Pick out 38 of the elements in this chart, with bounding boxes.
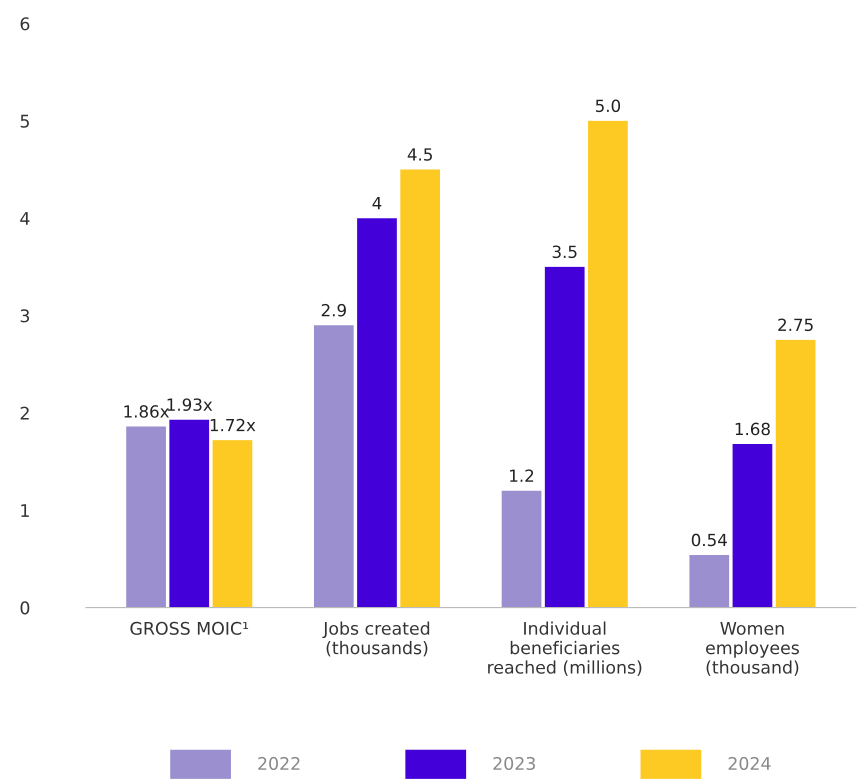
- legend-label: 2024: [728, 756, 771, 770]
- bar: [689, 555, 730, 608]
- bar: [314, 325, 354, 608]
- bar: [732, 444, 772, 608]
- bar: [588, 120, 628, 608]
- y-tick-label: 1: [21, 504, 29, 517]
- y-tick-label: 5: [20, 114, 29, 128]
- y-tick-label: 3: [20, 309, 30, 322]
- data-label: 2.9: [322, 304, 346, 317]
- x-tick-label: Women employees (thousand): [706, 622, 799, 676]
- y-tick-label: 0: [20, 601, 30, 614]
- bar: [126, 426, 166, 608]
- legend-label: 2023: [493, 756, 535, 770]
- bar: [502, 490, 542, 608]
- bar: [212, 440, 252, 608]
- y-tick-label: 2: [20, 406, 29, 420]
- data-label: 1.2: [510, 469, 534, 482]
- x-tick-label: Individual beneficiaries reached (millions): [488, 621, 642, 676]
- data-label: 5.0: [596, 99, 620, 112]
- bar: [400, 170, 440, 608]
- data-label: 1.72x: [210, 418, 256, 432]
- legend-label: 2022: [258, 756, 300, 770]
- data-label: 4: [372, 197, 382, 210]
- data-label: 1.68: [736, 422, 770, 436]
- data-label: 0.54: [692, 534, 727, 546]
- data-label: 2.75: [778, 318, 813, 332]
- y-tick-label: 6: [20, 17, 30, 30]
- bar: [544, 266, 585, 608]
- x-tick-label: GROSS MOIC¹: [130, 622, 248, 635]
- y-tick-label: 4: [20, 212, 30, 225]
- x-tick-label: Jobs created (thousands): [322, 621, 430, 656]
- data-label: 4.5: [408, 148, 432, 161]
- data-label: 1.86x: [124, 405, 170, 418]
- bar: [357, 218, 397, 608]
- data-label: 1.93x: [168, 398, 212, 411]
- bar: [169, 420, 210, 608]
- bar: [776, 340, 816, 608]
- data-label: 3.5: [552, 245, 577, 258]
